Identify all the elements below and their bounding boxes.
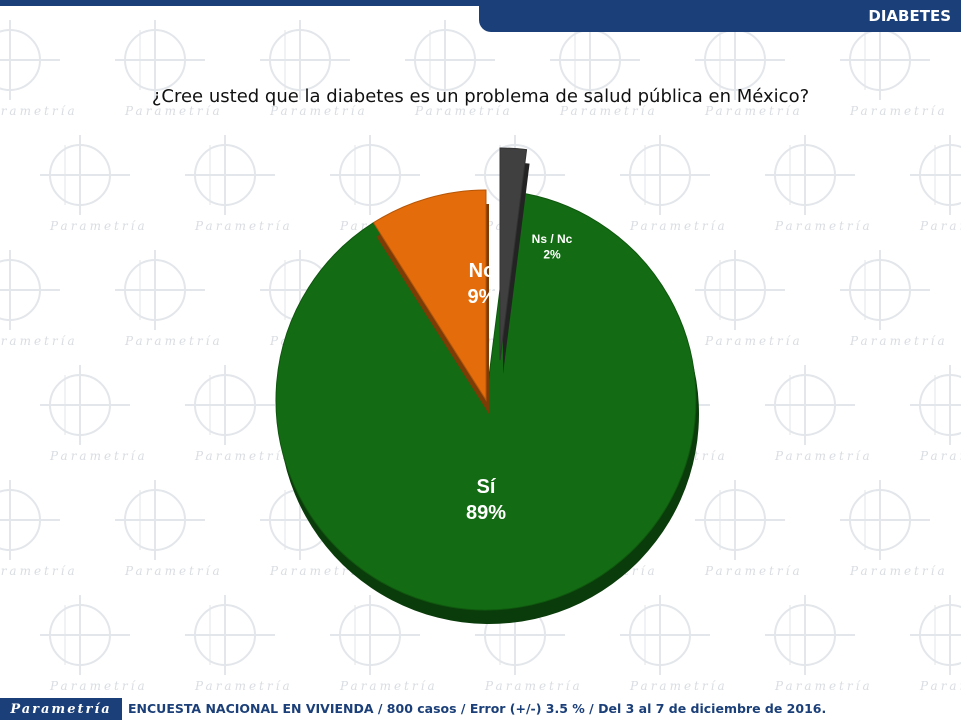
watermark-tile: Parametría bbox=[0, 20, 78, 118]
watermark-label: Parametría bbox=[49, 449, 148, 463]
watermark-tile: Parametría bbox=[620, 595, 728, 693]
watermark-label: Parametría bbox=[704, 564, 803, 578]
watermark-label: Parametría bbox=[849, 334, 948, 348]
watermark-label: Parametría bbox=[559, 104, 658, 118]
pie-slice-face-ns-nc bbox=[499, 147, 528, 361]
watermark-tile: Parametría bbox=[40, 595, 148, 693]
watermark-tile: Parametría bbox=[840, 480, 948, 578]
watermark-label: Parametría bbox=[919, 219, 961, 233]
pie-label-value-no: 9% bbox=[468, 286, 497, 308]
watermark-label: Parametría bbox=[704, 104, 803, 118]
watermark-tile: Parametría bbox=[185, 135, 293, 233]
watermark-label: Parametría bbox=[124, 564, 223, 578]
watermark-label: Parametría bbox=[194, 449, 293, 463]
watermark-label: Parametría bbox=[774, 219, 873, 233]
section-title: DIABETES bbox=[868, 7, 951, 25]
watermark-label: Parametría bbox=[629, 219, 728, 233]
pie-slice-ns-nc bbox=[499, 147, 530, 374]
watermark-label: Parametría bbox=[49, 219, 148, 233]
watermark-tile: Parametría bbox=[695, 250, 803, 348]
footer-logo: Parametría bbox=[0, 698, 122, 720]
pie-label-ns-nc: Ns / Nc 2% bbox=[532, 232, 573, 262]
pie-label-si: Sí 89% bbox=[466, 476, 506, 524]
watermark-label: Parametría bbox=[0, 334, 78, 348]
watermark-tile: Parametría bbox=[0, 480, 78, 578]
watermark-tile: Parametría bbox=[40, 135, 148, 233]
watermark-tile: Parametría bbox=[765, 135, 873, 233]
watermark-tile: Parametría bbox=[620, 135, 728, 233]
section-tab: DIABETES bbox=[479, 0, 961, 32]
watermark-tile: Parametría bbox=[40, 365, 148, 463]
watermark-label: Parametría bbox=[919, 449, 961, 463]
watermark-label: Parametría bbox=[49, 679, 148, 693]
watermark-label: Parametría bbox=[704, 334, 803, 348]
watermark-tile: Parametría bbox=[840, 20, 948, 118]
watermark-tile: Parametría bbox=[115, 250, 223, 348]
pie-slice-face-no bbox=[372, 189, 487, 402]
watermark-label: Parametría bbox=[414, 104, 513, 118]
watermark-tile: Parametría bbox=[330, 595, 438, 693]
watermark-tile: Parametría bbox=[910, 365, 961, 463]
watermark-tile: Parametría bbox=[695, 20, 803, 118]
watermark-tile: Parametría bbox=[475, 595, 583, 693]
watermark-tile: Parametría bbox=[910, 595, 961, 693]
footer-note: ENCUESTA NACIONAL EN VIVIENDA / 800 caso… bbox=[128, 701, 827, 716]
watermark-label: Parametría bbox=[0, 104, 78, 118]
watermark-label: Parametría bbox=[849, 564, 948, 578]
watermark-label: Parametría bbox=[339, 679, 438, 693]
watermark-tile: Parametría bbox=[405, 20, 513, 118]
watermark-label: Parametría bbox=[124, 104, 223, 118]
watermark-label: Parametría bbox=[194, 679, 293, 693]
watermark-tile: Parametría bbox=[185, 595, 293, 693]
watermark-tile: Parametría bbox=[260, 20, 368, 118]
pie-label-name-ns-nc: Ns / Nc bbox=[532, 232, 573, 246]
watermark-label: Parametría bbox=[0, 564, 78, 578]
watermark-tile: Parametría bbox=[115, 20, 223, 118]
watermark-label: Parametría bbox=[919, 679, 961, 693]
question-title: ¿Cree usted que la diabetes es un proble… bbox=[151, 86, 810, 107]
watermark-label: Parametría bbox=[629, 679, 728, 693]
watermark-label: Parametría bbox=[774, 449, 873, 463]
watermark-label: Parametría bbox=[269, 564, 368, 578]
watermark-label: Parametría bbox=[484, 679, 583, 693]
pie-label-name-si: Sí bbox=[477, 476, 497, 498]
watermark-label: Parametría bbox=[849, 104, 948, 118]
pie-label-value-ns-nc: 2% bbox=[543, 248, 561, 262]
footer-bar bbox=[0, 697, 961, 721]
watermark-label: Parametría bbox=[124, 334, 223, 348]
watermark-label: Parametría bbox=[774, 679, 873, 693]
watermark-tile: Parametría bbox=[765, 365, 873, 463]
pie-slice-no bbox=[372, 189, 489, 414]
watermark-tile: Parametría bbox=[765, 595, 873, 693]
watermark-tile: Parametría bbox=[0, 250, 78, 348]
watermark-tile: Parametría bbox=[695, 480, 803, 578]
watermark-tile: Parametría bbox=[185, 365, 293, 463]
pie-label-name-no: No bbox=[469, 260, 496, 282]
watermark-tile: Parametría bbox=[840, 250, 948, 348]
watermark-tile: Parametría bbox=[115, 480, 223, 578]
watermark-label: Parametría bbox=[269, 104, 368, 118]
pie-label-value-si: 89% bbox=[466, 502, 506, 524]
pie-label-no: No 9% bbox=[468, 260, 497, 308]
watermark-label: Parametría bbox=[194, 219, 293, 233]
watermark-tile: Parametría bbox=[910, 135, 961, 233]
